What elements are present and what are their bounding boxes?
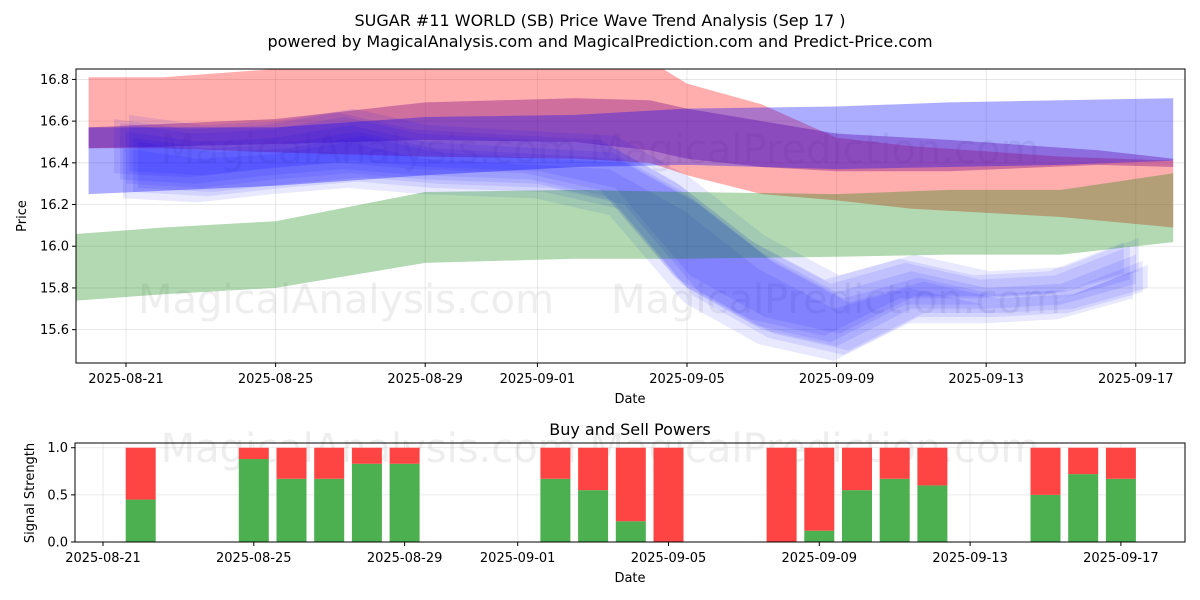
sell-bar [804, 447, 835, 531]
price-wave-panel: MagicalAnalysis.com MagicalPrediction.co… [15, 68, 1186, 407]
watermark-bottom-left: MagicalAnalysis.com [138, 277, 554, 323]
price-y-tick-label: 16.0 [40, 240, 69, 255]
sell-bar [540, 447, 571, 479]
price-x-label: Date [614, 392, 645, 407]
sell-bar [125, 447, 156, 500]
price-x-tick-label: 2025-09-17 [1098, 372, 1174, 387]
buy-sell-x-tick-label: 2025-09-13 [932, 551, 1008, 566]
price-y-tick-label: 15.6 [40, 323, 69, 338]
buy-bar [917, 485, 948, 542]
buy-sell-y-tick-label: 0.0 [47, 536, 68, 551]
blue-wave-layer [114, 112, 1124, 336]
sell-bar [314, 447, 345, 479]
band-green-band [76, 173, 1174, 301]
buy-sell-y-label: Signal Strength [23, 443, 38, 543]
buy-sell-panel: Buy and Sell Powers MagicalAnalysis.com … [23, 420, 1186, 586]
buy-sell-x-tick-label: 2025-08-29 [367, 551, 443, 566]
buy-bar [1030, 494, 1061, 542]
buy-bar [351, 463, 382, 542]
buy-sell-x-tick-label: 2025-09-01 [480, 551, 556, 566]
buy-sell-x-tick-label: 2025-09-05 [631, 551, 707, 566]
buy-sell-axes-frame [74, 442, 1186, 543]
sell-bar [578, 447, 609, 491]
blue-wave-layer [120, 117, 1130, 343]
blue-wave-layer [133, 131, 1143, 355]
price-x-tick-label: 2025-09-09 [799, 372, 875, 387]
buy-bar [615, 521, 646, 542]
sell-bar [1068, 447, 1099, 475]
buy-bar [540, 478, 571, 542]
buy-bar [1105, 478, 1136, 542]
price-y-label: Price [15, 200, 30, 232]
sell-bar [1030, 447, 1061, 495]
sell-bar [351, 447, 382, 464]
buy-sell-title: Buy and Sell Powers [549, 420, 711, 439]
price-watermarks: MagicalAnalysis.com MagicalPrediction.co… [138, 127, 1061, 323]
price-y-tick-label: 16.4 [40, 156, 69, 171]
sell-bar [238, 447, 269, 460]
band-red-band [88, 69, 1174, 228]
band-area [88, 69, 1174, 228]
buy-sell-x-tick-label: 2025-08-25 [216, 551, 292, 566]
sell-bar [917, 447, 948, 486]
buy-bar [842, 490, 872, 542]
sell-bar [879, 447, 910, 479]
price-x-tick-label: 2025-08-21 [88, 372, 164, 387]
buy-bar [314, 478, 345, 542]
sell-bar [276, 447, 307, 479]
band-area [76, 173, 1174, 301]
price-y-tick-label: 16.8 [40, 73, 69, 88]
sell-bar [842, 447, 872, 491]
buy-sell-x-label: Date [614, 571, 645, 586]
sell-bar [615, 447, 646, 522]
price-y-tick-label: 15.8 [40, 281, 69, 296]
band-blue-short-term-waves [114, 108, 1148, 361]
price-y-ticks: 15.6 15.8 16.0 16.2 16.4 16.6 16.8 [40, 73, 76, 338]
band-area [88, 98, 1174, 172]
buy-sell-y-tick-label: 1.0 [47, 441, 68, 456]
band-purple-band [88, 98, 1174, 172]
band-blue-upper-band [88, 98, 1174, 195]
price-x-tick-label: 2025-08-25 [238, 372, 314, 387]
buy-bar [238, 459, 269, 542]
buy-sell-x-ticks: 2025-08-21 2025-08-25 2025-08-29 2025-09-01… [65, 542, 1159, 566]
buy-sell-x-tick-label: 2025-08-21 [65, 551, 141, 566]
price-bands [76, 69, 1174, 361]
price-x-tick-label: 2025-08-29 [387, 372, 463, 387]
band-area [88, 98, 1174, 195]
price-x-tick-label: 2025-09-13 [948, 372, 1024, 387]
watermark-bottom-right: MagicalPrediction.com [611, 277, 1061, 323]
sell-bar [389, 447, 420, 464]
buy-sell-x-tick-label: 2025-09-17 [1083, 551, 1159, 566]
buy-bar [276, 478, 307, 542]
blue-wave-layer [126, 125, 1136, 347]
chart-subtitle: powered by MagicalAnalysis.com and Magic… [267, 32, 932, 51]
buy-bar [804, 530, 835, 542]
chart-title: SUGAR #11 WORLD (SB) Price Wave Trend An… [355, 11, 846, 30]
buy-sell-y-ticks: 0.0 0.5 1.0 [47, 441, 75, 551]
buy-sell-bars [125, 447, 1136, 542]
buy-sell-x-tick-label: 2025-09-09 [782, 551, 858, 566]
price-x-ticks: 2025-08-21 2025-08-25 2025-08-29 2025-09-01… [88, 363, 1174, 387]
buy-bar [578, 490, 609, 542]
buy-bar [879, 478, 910, 542]
buy-sell-y-tick-label: 0.5 [47, 488, 68, 503]
watermark-top: MagicalAnalysis.com MagicalPrediction.co… [161, 127, 1040, 173]
buy-bar [1068, 474, 1099, 542]
price-axes-frame [75, 68, 1186, 364]
price-x-tick-label: 2025-09-01 [500, 372, 576, 387]
price-x-tick-label: 2025-09-05 [649, 372, 725, 387]
price-grid [76, 69, 1185, 363]
blue-wave-layer [138, 135, 1148, 351]
blue-wave-layer [129, 108, 1139, 334]
buy-bar [125, 499, 156, 542]
blue-wave-layer [123, 142, 1133, 361]
buy-bar [389, 463, 420, 542]
sell-bar [766, 447, 797, 542]
price-y-tick-label: 16.2 [40, 198, 69, 213]
sell-bar [653, 447, 684, 542]
sell-bar [1105, 447, 1136, 479]
price-y-tick-label: 16.6 [40, 115, 69, 130]
